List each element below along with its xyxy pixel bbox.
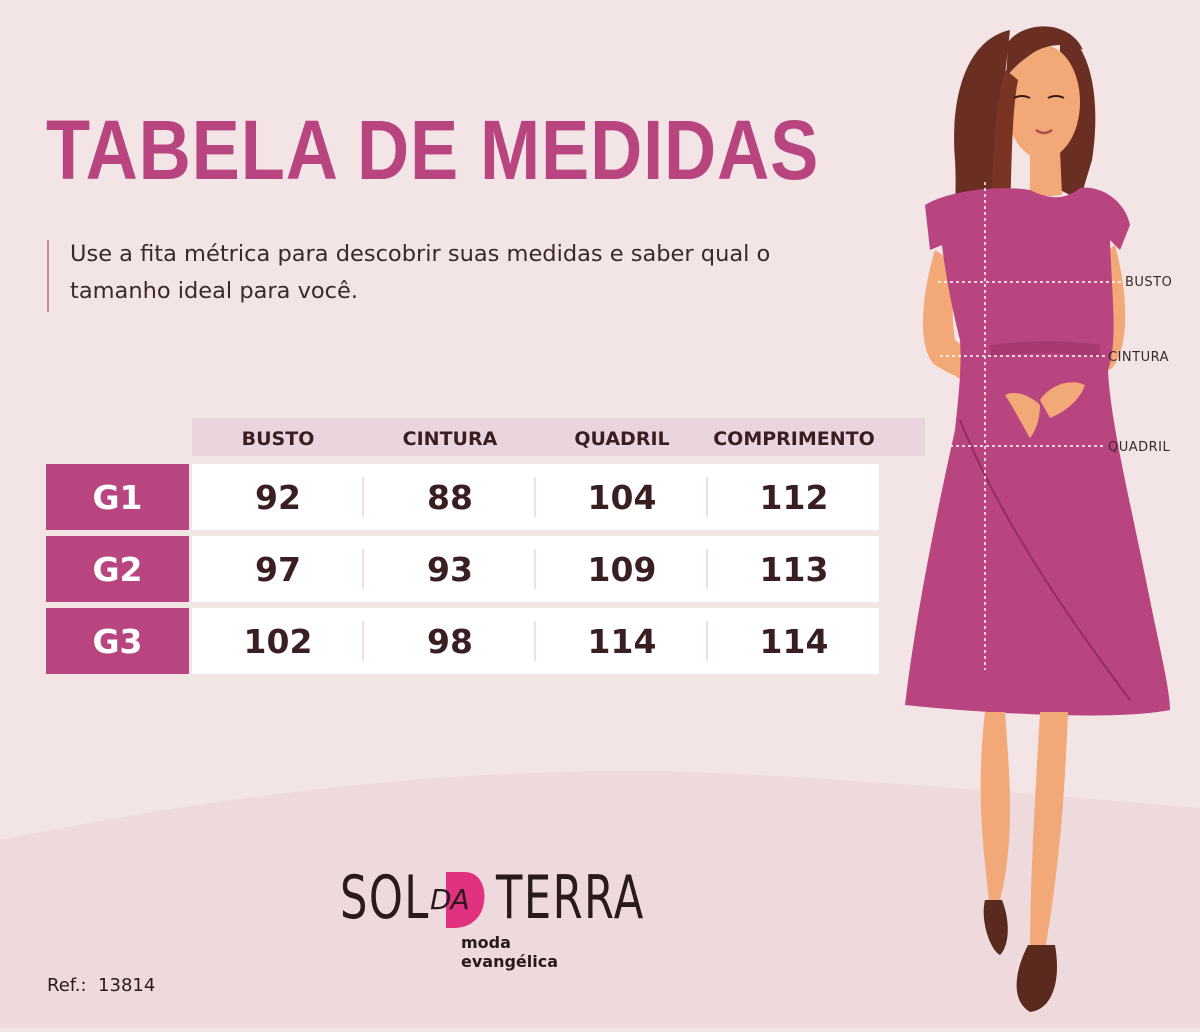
measure-label-bust: BUSTO xyxy=(1125,275,1173,290)
subtitle: Use a fita métrica para descobrir suas m… xyxy=(70,241,771,304)
logo-text-da: DA xyxy=(430,883,470,916)
measure-label-hip: QUADRIL xyxy=(1108,440,1171,455)
column-header-quadril: QUADRIL xyxy=(574,428,670,450)
logo-text-terra: TERRA xyxy=(496,863,645,933)
logo-text-sol: SOL xyxy=(340,863,430,933)
reference-code: Ref.: 13814 xyxy=(47,975,155,996)
cell-cintura: 93 xyxy=(427,549,473,589)
cell-quadril: 109 xyxy=(587,549,657,589)
page-title: TABELA DE MEDIDAS xyxy=(46,103,820,197)
model-illustration: BUSTO CINTURA QUADRIL xyxy=(880,0,1200,1028)
table-row: G3 102 98 114 114 xyxy=(46,608,879,674)
logo-tagline: moda evangélica xyxy=(461,933,559,971)
cell-busto: 92 xyxy=(255,477,301,517)
cell-busto: 102 xyxy=(243,621,313,661)
column-header-busto: BUSTO xyxy=(241,428,315,450)
column-header-comprimento: COMPRIMENTO xyxy=(713,428,875,450)
cell-comprimento: 112 xyxy=(759,477,829,517)
cell-comprimento: 114 xyxy=(759,621,829,661)
cell-divider xyxy=(706,621,708,661)
reference-label: Ref.: xyxy=(47,975,87,996)
row-cells: 92 88 104 112 xyxy=(192,464,879,530)
logo-da-badge: DA xyxy=(424,870,488,930)
size-label-g2: G2 xyxy=(46,536,189,602)
row-cells: 102 98 114 114 xyxy=(192,608,879,674)
cell-divider xyxy=(534,477,536,517)
column-header-cintura: CINTURA xyxy=(402,428,498,450)
table-row: G1 92 88 104 112 xyxy=(46,464,879,530)
woman-illustration-icon xyxy=(905,26,1170,1012)
cell-divider xyxy=(534,621,536,661)
subtitle-accent-bar xyxy=(47,240,49,312)
measure-label-waist: CINTURA xyxy=(1108,350,1169,365)
size-label-g1: G1 xyxy=(46,464,189,530)
cell-divider xyxy=(362,549,364,589)
cell-busto: 97 xyxy=(255,549,301,589)
logo-da-shape-icon xyxy=(446,872,485,928)
cell-cintura: 98 xyxy=(427,621,473,661)
cell-cintura: 88 xyxy=(427,477,473,517)
size-label-g3: G3 xyxy=(46,608,189,674)
cell-divider xyxy=(534,549,536,589)
reference-value: 13814 xyxy=(98,975,156,996)
cell-quadril: 104 xyxy=(587,477,657,517)
cell-quadril: 114 xyxy=(587,621,657,661)
row-cells: 97 93 109 113 xyxy=(192,536,879,602)
cell-divider xyxy=(706,477,708,517)
table-row: G2 97 93 109 113 xyxy=(46,536,879,602)
cell-divider xyxy=(362,477,364,517)
cell-divider xyxy=(362,621,364,661)
cell-divider xyxy=(706,549,708,589)
table-header: BUSTO CINTURA QUADRIL COMPRIMENTO xyxy=(192,418,925,456)
brand-logo: SOL DA TERRA moda evangélica xyxy=(340,863,643,971)
cell-comprimento: 113 xyxy=(759,549,829,589)
